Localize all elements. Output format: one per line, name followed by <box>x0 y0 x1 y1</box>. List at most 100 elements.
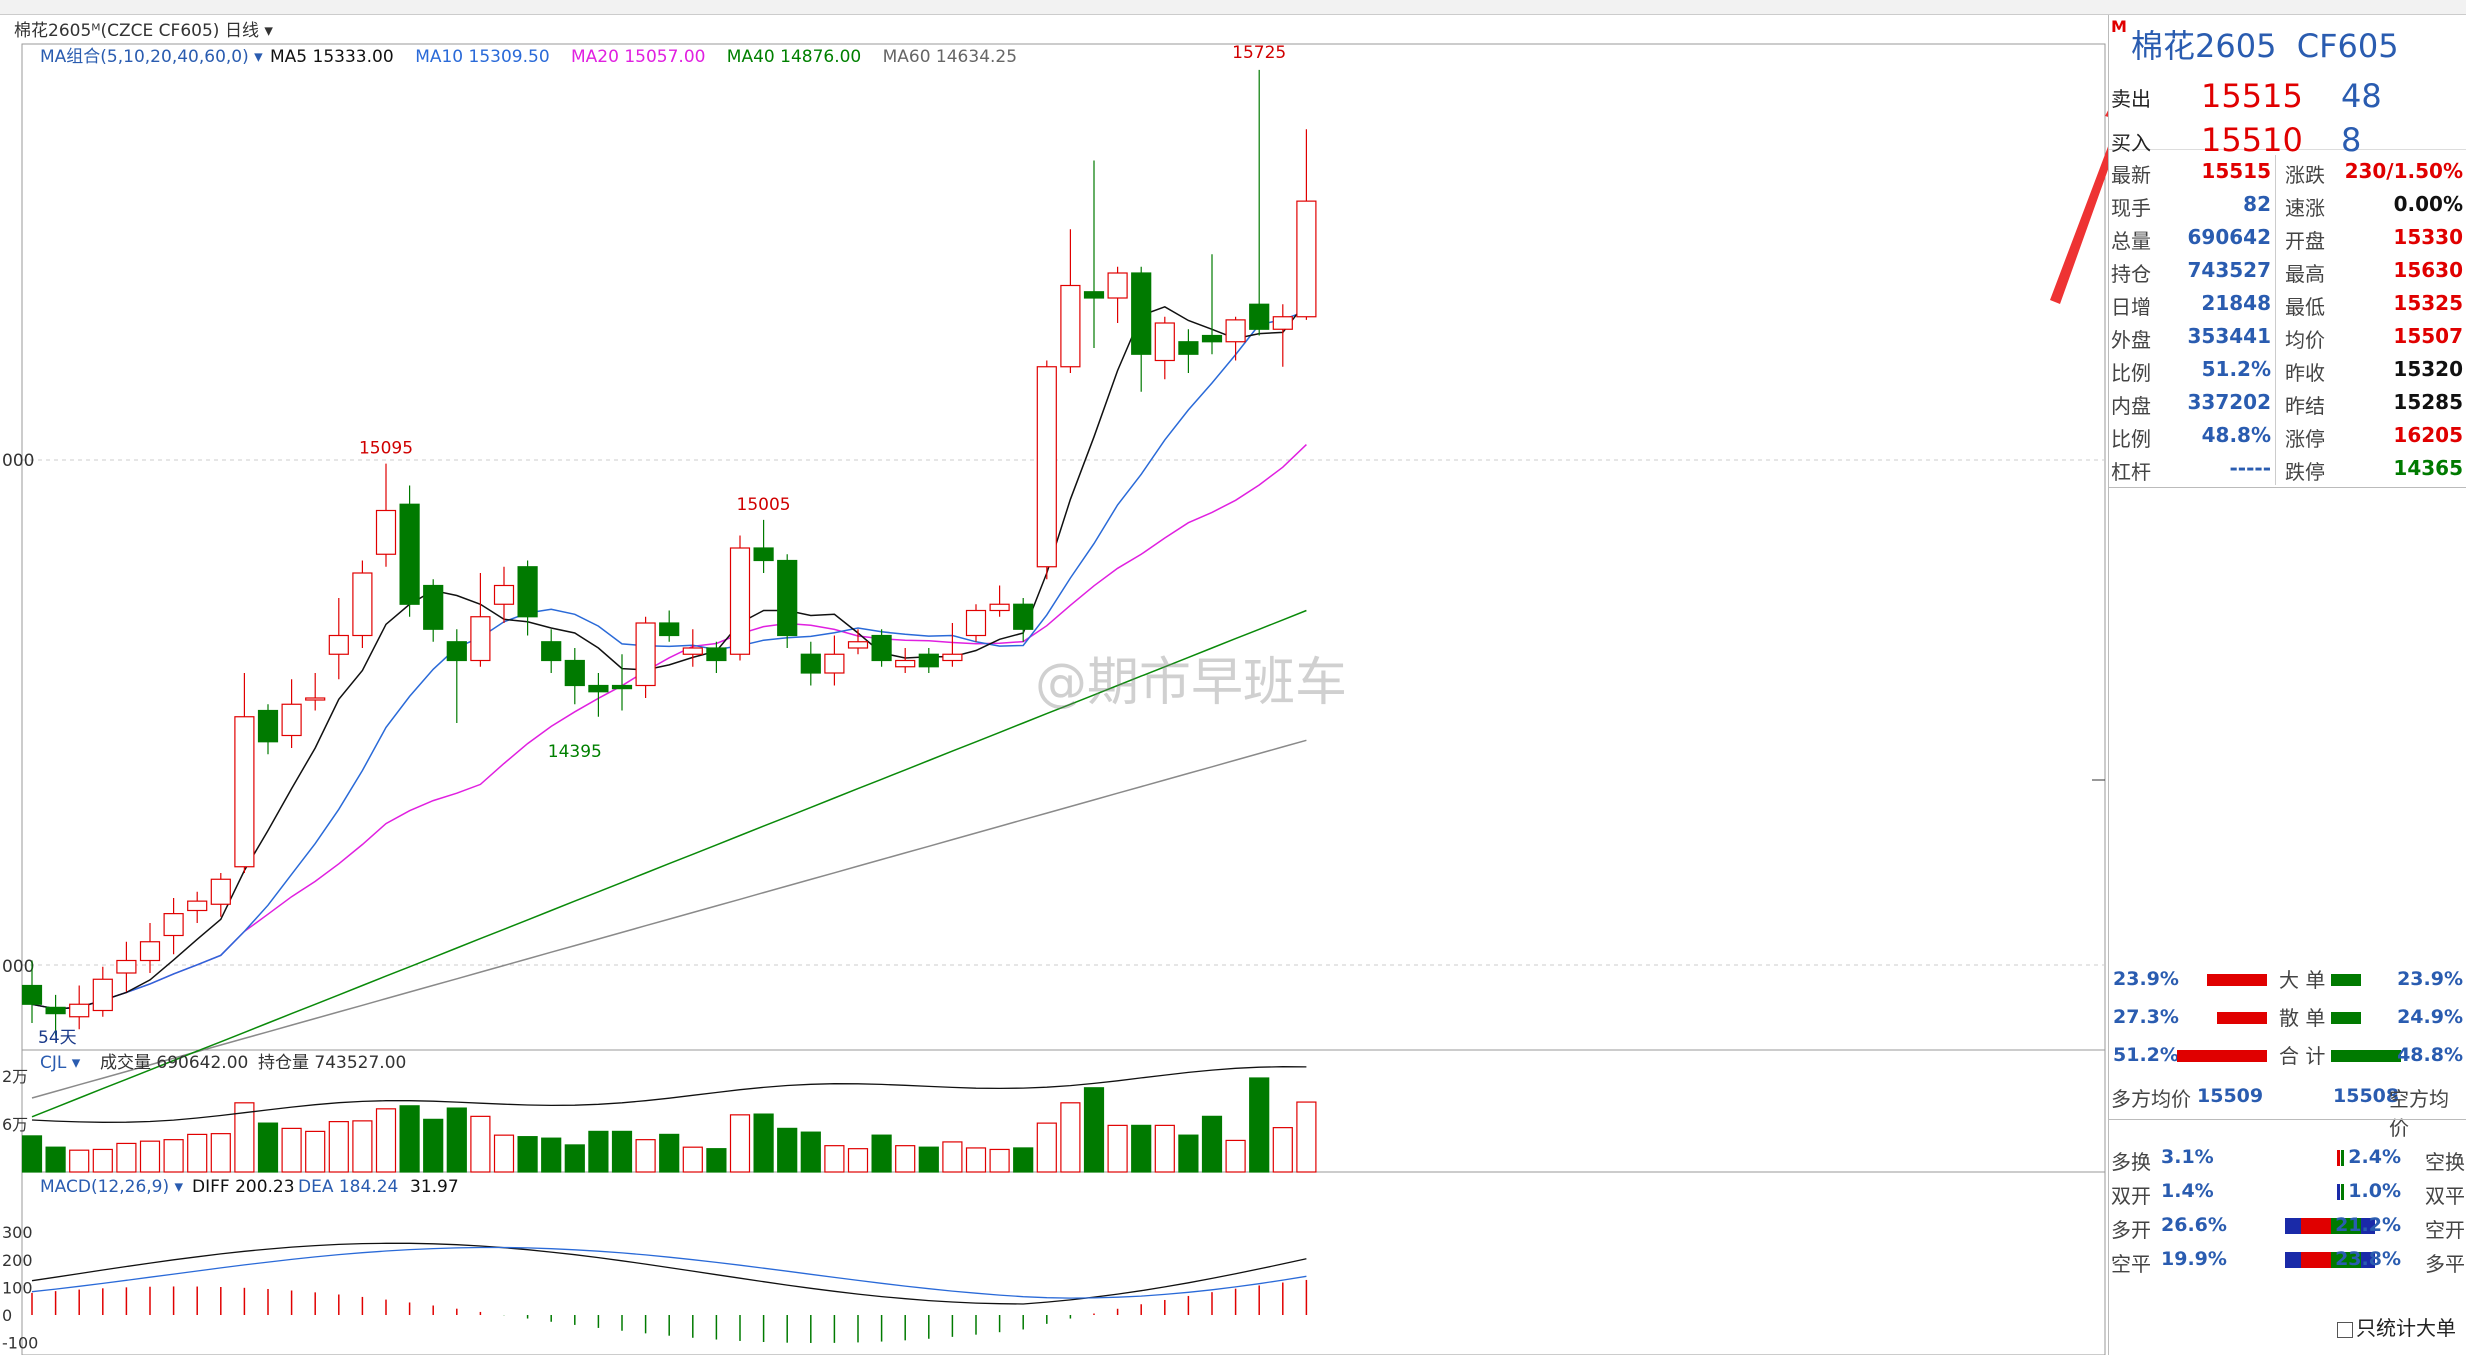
quote-label: 外盘 <box>2111 328 2151 352</box>
position-left-value: 26.6% <box>2161 1214 2227 1236</box>
candle-body <box>399 503 420 605</box>
section-divider-2 <box>2109 1119 2466 1120</box>
quote-value: 230/1.50% <box>2344 159 2463 183</box>
volume-bar <box>305 1130 326 1173</box>
volume-bar <box>635 1139 656 1173</box>
only-large-orders[interactable]: 只统计大单 <box>2337 1312 2456 1341</box>
bid-volume: 8 <box>2341 121 2362 159</box>
candle-body <box>989 603 1010 612</box>
long-avg-label: 多方均价 <box>2111 1087 2191 1111</box>
quote-label: 比例 <box>2111 361 2151 385</box>
candle-body <box>659 622 680 637</box>
position-right-value: 1.0% <box>2348 1180 2401 1202</box>
y-tick-label: 000 <box>2 451 34 471</box>
flow-buy-bar <box>2177 1050 2267 1062</box>
volume-bar <box>1225 1139 1246 1173</box>
candle-body <box>965 609 987 637</box>
quote-value: 337202 <box>2187 390 2272 414</box>
quote-value: 15515 <box>2201 159 2271 183</box>
quote-label: 日增 <box>2111 295 2151 319</box>
candle-body <box>1201 334 1223 343</box>
volume-bar <box>163 1139 184 1173</box>
stat-block <box>2341 1150 2344 1166</box>
volume-bar <box>942 1141 963 1173</box>
short-avg-label: 空方均价 <box>2389 1087 2449 1140</box>
macd-diff-value: DIFF 200.23 <box>192 1177 295 1197</box>
position-row: 空平 19.9% 23.8% 多平 <box>2109 1242 2466 1276</box>
candle-body <box>21 984 43 1005</box>
quote-row: 比例 48.8% 涨停 16205 <box>2109 417 2466 451</box>
quote-row: 内盘 337202 昨结 15285 <box>2109 384 2466 418</box>
volume-bar <box>234 1102 255 1173</box>
ask-price: 15515 <box>2201 77 2303 115</box>
volume-bar <box>895 1145 916 1173</box>
quote-row: 外盘 353441 均价 15507 <box>2109 318 2466 352</box>
candle-body <box>824 653 845 674</box>
flow-right-pct: 48.8% <box>2397 1044 2463 1066</box>
flow-buy-bar <box>2207 974 2267 986</box>
volume-bar <box>1178 1134 1199 1173</box>
volume-bar <box>541 1137 562 1173</box>
macd-tick-label: 100 <box>2 1278 33 1297</box>
ma-group-label: MA组合(5,10,20,40,60,0) ▾ <box>40 47 263 67</box>
position-stats: 多换 3.1% 2.4% 空换 双开 1.4% 1.0% 双平 多开 26.6% 21.2% 空开 空平… <box>2109 1140 2466 1310</box>
quote-label: 昨结 <box>2285 394 2325 418</box>
candle-body <box>1083 291 1105 299</box>
candle-body <box>871 634 892 662</box>
stat-block <box>2361 1218 2375 1234</box>
position-right-value: 21.2% <box>2335 1214 2401 1236</box>
volume-bar <box>659 1133 680 1173</box>
volume-bar <box>45 1146 66 1173</box>
quote-label: 最低 <box>2285 295 2325 319</box>
volume-bar <box>423 1118 444 1173</box>
candle-body <box>1131 272 1152 355</box>
position-label: 双开 <box>2111 1184 2151 1208</box>
checkbox[interactable] <box>2337 1321 2353 1338</box>
quote-row: 比例 51.2% 昨收 15320 <box>2109 351 2466 385</box>
ask-volume: 48 <box>2341 77 2382 115</box>
candle-body <box>541 641 562 662</box>
flow-right-pct: 23.9% <box>2397 968 2463 990</box>
order-flow: 23.9% 大 单 23.9% 27.3% 散 单 24.9% 51.2% 合 计 48.8% <box>2109 960 2466 1080</box>
quote-value: 15285 <box>2393 390 2463 414</box>
flow-left-pct: 23.9% <box>2113 968 2179 990</box>
high-annotation: 15725 <box>1232 43 1286 63</box>
quote-value: 48.8% <box>2201 423 2271 447</box>
quote-value: 0.00% <box>2393 192 2463 216</box>
position-left-value: 1.4% <box>2161 1180 2214 1202</box>
flow-sell-bar <box>2331 974 2361 986</box>
candle-body <box>1249 303 1270 330</box>
candle-body <box>918 653 939 668</box>
position-label: 多换 <box>2111 1150 2151 1174</box>
high-annotation: 15095 <box>359 439 413 459</box>
candle-body <box>1272 316 1293 330</box>
ma-legend-item: MA40 14876.00 <box>727 47 861 67</box>
quote-value: 15507 <box>2393 324 2463 348</box>
volume-bar <box>918 1146 939 1173</box>
ma20-line <box>31 444 1307 1010</box>
stat-block <box>2301 1252 2331 1268</box>
quote-label: 开盘 <box>2285 229 2325 253</box>
volume-bar <box>989 1148 1010 1173</box>
candle-body <box>564 659 585 687</box>
candle-body <box>942 653 963 662</box>
stat-block <box>2341 1184 2344 1200</box>
ma40-line <box>31 609 1307 1118</box>
quote-label: 杠杆 <box>2111 460 2151 484</box>
ma10-line <box>31 310 1307 1010</box>
volume-bar <box>1154 1124 1175 1173</box>
quote-label: 持仓 <box>2111 262 2151 286</box>
macd-tick-label: -100 <box>2 1334 38 1353</box>
position-left-value: 3.1% <box>2161 1146 2214 1168</box>
position-label: 空平 <box>2111 1252 2151 1276</box>
quote-label: 跌停 <box>2285 460 2325 484</box>
volume-bar <box>69 1149 90 1173</box>
order-book: 卖出 15515 48 买入 15510 8 <box>2109 63 2466 159</box>
stat-block <box>2301 1218 2331 1234</box>
candle-body <box>139 941 161 962</box>
candle-body <box>682 647 703 655</box>
candle-body <box>45 1006 66 1015</box>
candle-body <box>281 703 302 737</box>
candle-body <box>895 659 916 668</box>
ma-legend-item: MA10 15309.50 <box>415 47 549 67</box>
